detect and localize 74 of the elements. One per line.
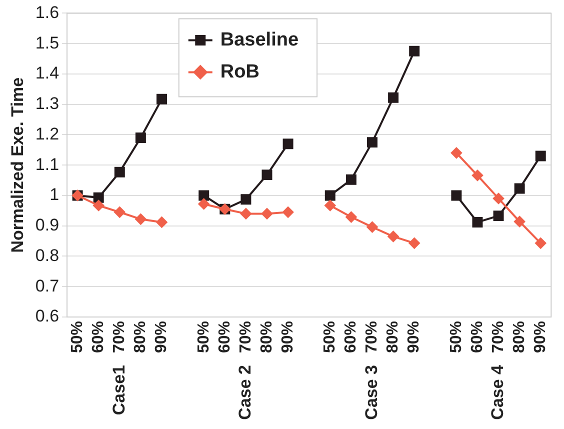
- x-tick-label: 90%: [532, 320, 550, 354]
- text: Case 4: [488, 364, 508, 420]
- point: [93, 200, 104, 211]
- point: [388, 92, 399, 103]
- x-tick-label: 70%: [490, 320, 507, 354]
- point: [262, 170, 272, 180]
- x-tick-label: 90%: [406, 320, 423, 354]
- x-tick-label: 80%: [510, 320, 528, 354]
- x-tick-label: 60%: [342, 320, 360, 354]
- point: [514, 216, 526, 228]
- point: [114, 166, 125, 178]
- x-tick-label: 50%: [448, 320, 465, 354]
- text: Case 2: [236, 365, 255, 420]
- point: [535, 150, 546, 162]
- point: [198, 198, 210, 210]
- legend-label: Baseline: [220, 29, 299, 50]
- point: [535, 238, 546, 249]
- point: [324, 190, 336, 201]
- point: [366, 222, 378, 233]
- legend-label: RoB: [220, 61, 260, 82]
- x-tick-label: 90%: [153, 320, 170, 354]
- text: Case1: [109, 365, 128, 416]
- point: [493, 193, 504, 204]
- point: [240, 194, 252, 205]
- y-tick-label: 1.3: [35, 94, 60, 114]
- point: [324, 200, 336, 211]
- x-tick-label: 70%: [111, 320, 128, 354]
- point: [472, 216, 483, 228]
- x-tick-label: 70%: [364, 320, 381, 354]
- x-tick-label: 50%: [322, 320, 339, 354]
- point: [408, 238, 420, 249]
- point: [114, 206, 126, 218]
- y-tick-label: 1.2: [35, 124, 60, 144]
- x-tick-label: 80%: [258, 320, 276, 354]
- y-axis-title: Normalized Exe. Time: [8, 77, 27, 253]
- point: [261, 208, 272, 220]
- x-tick-label: 70%: [237, 320, 254, 354]
- y-tick-label: 1.6: [35, 2, 60, 22]
- y-tick-label: 0.8: [35, 246, 60, 265]
- point: [93, 192, 104, 203]
- x-tick-label: 50%: [195, 320, 212, 354]
- point: [409, 46, 420, 56]
- text: Case 3: [362, 365, 381, 420]
- point: [472, 170, 483, 181]
- point: [450, 147, 462, 158]
- point: [388, 230, 399, 242]
- x-tick-label: 80%: [384, 320, 402, 354]
- y-tick-label: 0.6: [35, 306, 60, 326]
- point: [282, 138, 294, 150]
- point: [514, 183, 525, 194]
- x-tick-label: 60%: [216, 320, 234, 354]
- x-tick-label: 60%: [468, 320, 486, 354]
- x-tick-label: 60%: [90, 320, 108, 354]
- point: [135, 132, 146, 143]
- point: [198, 190, 210, 201]
- point: [346, 212, 357, 223]
- point: [240, 208, 252, 220]
- point: [493, 210, 504, 222]
- point: [135, 214, 146, 225]
- point: [282, 206, 294, 218]
- point: [451, 190, 462, 201]
- y-tick-label: 1.5: [35, 33, 60, 52]
- y-tick-label: 0.9: [35, 216, 60, 235]
- y-tick-label: 0.7: [35, 276, 60, 296]
- point: [156, 94, 167, 104]
- x-tick-label: 80%: [132, 320, 150, 354]
- point: [366, 137, 378, 148]
- y-tick-label: 1.1: [35, 154, 60, 174]
- y-tick-label: 1.4: [35, 64, 60, 83]
- point: [156, 216, 168, 228]
- x-tick-label: 50%: [68, 320, 86, 354]
- y-tick-label: 1: [50, 185, 60, 204]
- point: [346, 174, 356, 185]
- x-tick-label: 90%: [279, 320, 296, 354]
